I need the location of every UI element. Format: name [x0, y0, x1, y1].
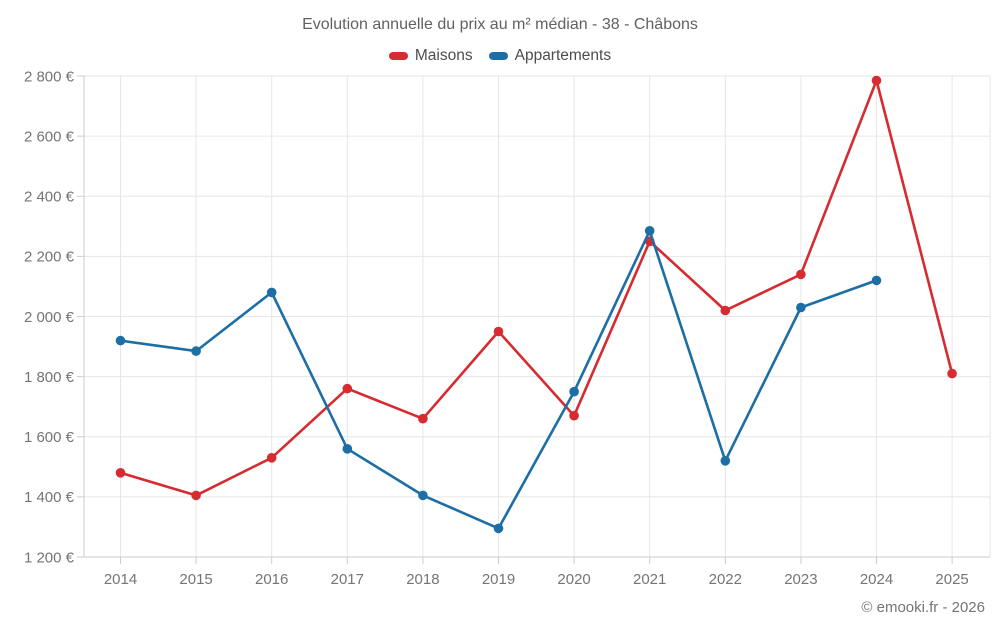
- legend-swatch-appartements-icon: [488, 52, 508, 60]
- data-point-maisons-2024[interactable]: [871, 75, 882, 86]
- chart-title: Evolution annuelle du prix au m² médian …: [302, 16, 698, 33]
- data-point-maisons-2023[interactable]: [796, 269, 806, 280]
- y-tick-label: 2 400 €: [24, 189, 75, 206]
- y-tick-label: 2 600 €: [24, 128, 75, 145]
- x-tick-label: 2015: [179, 571, 212, 588]
- x-tick-label: 2023: [784, 571, 817, 588]
- data-point-appartements-2015[interactable]: [191, 346, 201, 356]
- y-tick-label: 1 800 €: [24, 369, 75, 386]
- x-tick-label: 2021: [633, 571, 666, 588]
- data-point-maisons-2020[interactable]: [569, 410, 579, 421]
- data-point-maisons-2017[interactable]: [342, 383, 353, 394]
- data-point-maisons-2015[interactable]: [191, 490, 201, 501]
- data-point-maisons-2025[interactable]: [947, 368, 957, 379]
- x-tick-label: 2017: [331, 571, 364, 588]
- legend-item-maisons[interactable]: Maisons: [388, 47, 473, 65]
- y-tick-label: 1 600 €: [24, 429, 75, 446]
- series-line-maisons: [119, 79, 954, 497]
- x-tick-label: 2019: [482, 571, 515, 588]
- data-point-appartements-2023[interactable]: [796, 302, 806, 313]
- data-point-appartements-2021[interactable]: [644, 226, 655, 236]
- legend-label-appartements: Appartements: [514, 47, 612, 64]
- data-point-maisons-2018[interactable]: [418, 413, 428, 424]
- legend-item-appartements[interactable]: Appartements: [488, 47, 612, 65]
- x-tick-label: 2020: [557, 571, 590, 588]
- y-tick-label: 2 800 €: [24, 68, 75, 85]
- data-point-appartements-2022[interactable]: [720, 456, 731, 466]
- data-point-maisons-2014[interactable]: [115, 468, 126, 478]
- y-tick-label: 1 400 €: [24, 489, 75, 506]
- y-tick-label: 1 200 €: [24, 549, 75, 566]
- data-point-maisons-2016[interactable]: [266, 453, 277, 463]
- credit-watermark: © emooki.fr - 2026: [861, 599, 985, 616]
- y-tick-label: 2 200 €: [24, 249, 75, 266]
- data-point-appartements-2016[interactable]: [266, 287, 277, 298]
- legend-swatch-maisons-icon: [388, 52, 408, 60]
- data-point-appartements-2017[interactable]: [342, 444, 353, 454]
- data-point-appartements-2024[interactable]: [871, 275, 882, 286]
- legend: Maisons Appartements: [0, 47, 1000, 65]
- x-tick-label: 2025: [935, 571, 968, 588]
- legend-label-maisons: Maisons: [414, 47, 473, 64]
- x-tick-label: 2024: [860, 571, 893, 588]
- x-tick-label: 2014: [104, 571, 137, 588]
- data-point-appartements-2019[interactable]: [493, 523, 504, 534]
- x-tick-label: 2016: [255, 571, 288, 588]
- data-point-maisons-2022[interactable]: [720, 305, 731, 316]
- x-tick-label: 2022: [709, 571, 742, 588]
- data-point-maisons-2019[interactable]: [493, 326, 504, 337]
- data-point-appartements-2020[interactable]: [569, 386, 579, 397]
- x-tick-label: 2018: [406, 571, 439, 588]
- data-point-appartements-2014[interactable]: [115, 335, 126, 346]
- data-point-appartements-2018[interactable]: [418, 490, 428, 501]
- y-tick-label: 2 000 €: [24, 309, 75, 326]
